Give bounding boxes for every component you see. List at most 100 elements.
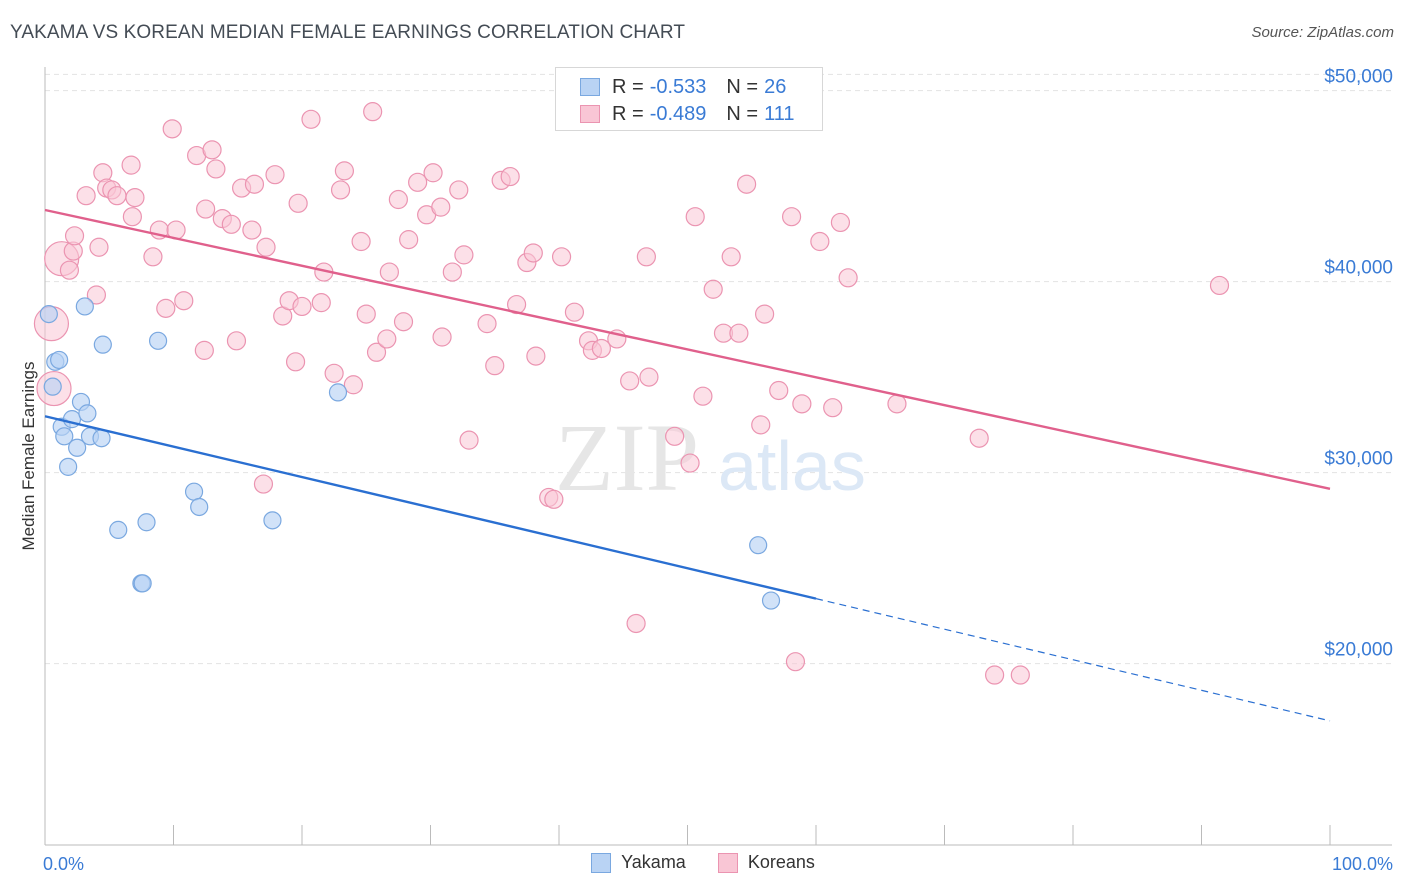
chart-title: YAKAMA VS KOREAN MEDIAN FEMALE EARNINGS … — [10, 22, 686, 43]
korean-point — [265, 165, 285, 185]
watermark-zip: ZIP — [555, 404, 699, 511]
korean-point — [196, 199, 216, 219]
legend-r-label: R = — [612, 75, 644, 98]
yakama-point — [59, 457, 78, 476]
korean-point — [285, 352, 306, 372]
axes — [44, 67, 1392, 846]
korean-point — [221, 214, 241, 234]
yakama-trend-extension — [815, 598, 1331, 722]
korean-point — [256, 237, 276, 257]
korean-point — [721, 247, 741, 267]
korean-point — [242, 220, 262, 240]
yakama-point — [109, 520, 128, 539]
korean-point — [969, 428, 989, 448]
yakama-point — [50, 350, 69, 370]
korean-point — [703, 279, 723, 299]
legend-row-koreans: R = -0.489 N = 111 — [580, 101, 795, 127]
legend-n-value: 26 — [764, 75, 787, 98]
series-legend: Yakama Koreans — [0, 852, 1406, 873]
yakama-point — [263, 511, 282, 530]
korean-point — [442, 262, 462, 282]
korean-point — [636, 247, 656, 267]
legend-n-label: N = — [726, 102, 759, 125]
korean-point — [351, 231, 371, 252]
korean-point — [523, 243, 543, 263]
x-tick-label-max: 100.0% — [1332, 854, 1393, 874]
korean-point — [785, 652, 806, 672]
korean-point — [125, 187, 145, 208]
korean-point — [1010, 665, 1030, 685]
korean-point — [792, 394, 812, 414]
yakama-point — [184, 482, 204, 501]
korean-point — [107, 186, 127, 206]
watermark: ZIP atlas — [555, 404, 866, 511]
korean-point — [591, 338, 612, 359]
korean-trend-line — [44, 208, 1331, 491]
korean-point — [620, 371, 640, 391]
korean-point — [202, 140, 222, 160]
yakama-point — [761, 591, 781, 610]
legend-row-yakama: R = -0.533 N = 26 — [580, 74, 786, 100]
korean-point — [64, 226, 85, 246]
korean-point — [86, 285, 107, 305]
korean-point — [823, 398, 843, 418]
korean-point — [162, 119, 182, 139]
korean-point — [477, 314, 497, 334]
legend-r-label: R = — [612, 102, 644, 125]
korean-point — [887, 394, 907, 414]
korean-point — [431, 197, 451, 217]
stats-legend: R = -0.533 N = 26 R = -0.489 N = 111 — [555, 67, 823, 131]
korean-point — [330, 180, 351, 200]
korean-point — [379, 262, 399, 282]
korean-point — [253, 474, 274, 494]
korean-point — [423, 163, 443, 183]
korean-point — [399, 230, 419, 250]
yakama-point — [148, 331, 168, 350]
y-tick-labels: $20,000 $30,000 $40,000 $50,000 — [1324, 67, 1393, 661]
yakama-point — [328, 383, 348, 402]
korean-point — [665, 426, 685, 446]
legend-item-koreans: Koreans — [717, 852, 815, 873]
korean-point — [59, 260, 80, 280]
korean-point — [206, 159, 226, 179]
korean-point — [292, 296, 312, 317]
legend-r-value: -0.533 — [649, 75, 707, 98]
korean-point — [751, 415, 771, 435]
korean-point — [311, 293, 331, 313]
yakama-point — [93, 335, 112, 354]
korean-point — [324, 363, 344, 383]
korean-point — [526, 346, 546, 366]
legend-n-value: 111 — [764, 102, 795, 125]
korean-point — [89, 237, 109, 257]
y-tick-label: $40,000 — [1324, 258, 1393, 279]
y-tick-label: $20,000 — [1324, 640, 1393, 661]
korean-point — [985, 665, 1005, 685]
legend-swatch-koreans — [717, 852, 738, 873]
korean-point — [685, 207, 705, 227]
korean-point — [143, 247, 163, 267]
korean-point — [459, 430, 479, 450]
korean-point — [388, 189, 408, 210]
korean-point — [174, 291, 194, 311]
yakama-point — [43, 377, 62, 396]
source-label: Source: ZipAtlas.com — [1251, 24, 1394, 41]
x-tick-label-min: 0.0% — [43, 854, 84, 874]
korean-point — [737, 174, 757, 194]
yakama-point — [75, 297, 94, 316]
korean-point — [377, 329, 397, 349]
korean-point — [693, 386, 713, 406]
korean-point — [288, 193, 308, 213]
legend-swatch-yakama — [580, 78, 600, 96]
korean-point — [393, 312, 414, 332]
y-axis-label: Median Female Earnings — [19, 362, 38, 551]
korean-point — [122, 207, 142, 227]
yakama-point — [749, 536, 768, 555]
yakama-point — [190, 497, 209, 517]
korean-point — [729, 323, 749, 343]
yakama-point — [55, 427, 74, 446]
legend-n-label: N = — [726, 75, 759, 98]
y-tick-label: $30,000 — [1324, 449, 1393, 470]
korean-point — [343, 375, 363, 395]
korean-point — [366, 342, 387, 362]
korean-point — [810, 231, 830, 252]
